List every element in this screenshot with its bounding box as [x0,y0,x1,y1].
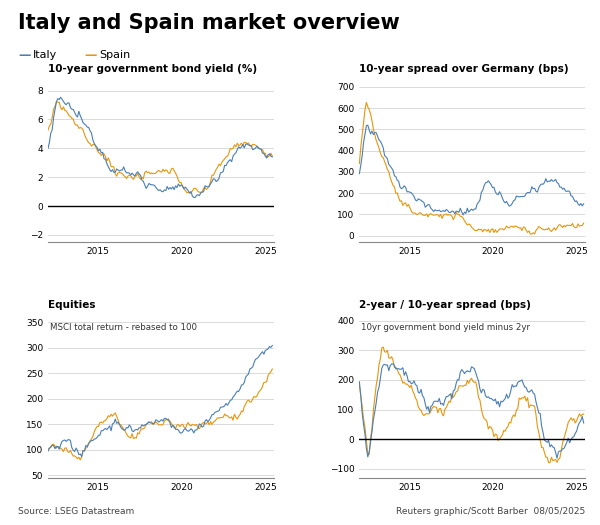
Text: Spain: Spain [99,50,130,60]
Text: —: — [18,49,31,61]
Text: 2-year / 10-year spread (bps): 2-year / 10-year spread (bps) [359,300,531,310]
Text: —: — [84,49,97,61]
Text: Reuters graphic/Scott Barber  08/05/2025: Reuters graphic/Scott Barber 08/05/2025 [396,507,585,516]
Text: Source: LSEG Datastream: Source: LSEG Datastream [18,507,134,516]
Text: MSCI total return - rebased to 100: MSCI total return - rebased to 100 [50,323,197,332]
Text: 10yr government bond yield minus 2yr: 10yr government bond yield minus 2yr [361,323,530,332]
Text: Italy and Spain market overview: Italy and Spain market overview [18,13,400,33]
Text: 10-year government bond yield (%): 10-year government bond yield (%) [48,64,257,74]
Text: Italy: Italy [33,50,57,60]
Text: Equities: Equities [48,300,95,310]
Text: 10-year spread over Germany (bps): 10-year spread over Germany (bps) [359,64,569,74]
